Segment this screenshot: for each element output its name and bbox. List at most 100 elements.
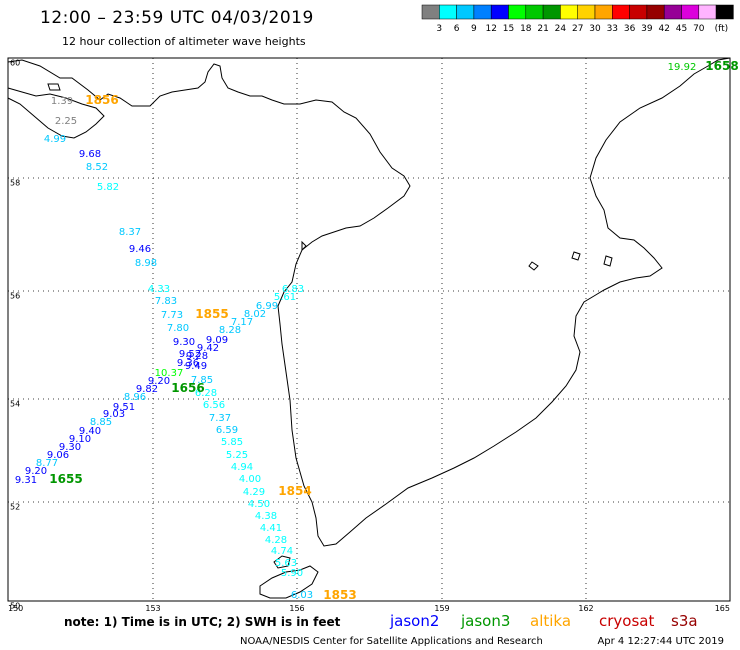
legend-label: 21 xyxy=(537,24,548,34)
longitude-label: 156 xyxy=(289,604,304,613)
satellite-s3a: s3a xyxy=(671,612,698,630)
wave-height-value: 9.30 xyxy=(173,337,195,348)
wave-height-value: 5.82 xyxy=(97,182,119,193)
longitude-label: 153 xyxy=(145,604,160,613)
wave-height-value: 7.73 xyxy=(161,310,183,321)
wave-height-value: 6.28 xyxy=(195,388,217,399)
pass-time-label: 1656 xyxy=(171,381,204,395)
footer-timestamp: Apr 4 12:27:44 UTC 2019 xyxy=(597,636,724,647)
latitude-label: 50 xyxy=(10,602,20,611)
kamchatka-coast xyxy=(7,57,731,547)
wave-height-value: 4.33 xyxy=(148,284,170,295)
footer-credit: NOAA/NESDIS Center for Satellite Applica… xyxy=(240,636,543,647)
small-island xyxy=(301,240,307,252)
satellite-cryosat: cryosat xyxy=(599,612,654,630)
legend-label: 39 xyxy=(641,24,653,34)
wave-height-value: 1.39 xyxy=(51,96,73,107)
page-subtitle: 12 hour collection of altimeter wave hei… xyxy=(62,35,306,48)
coastline xyxy=(7,57,731,599)
wave-height-value: 6.56 xyxy=(203,400,225,411)
small-island xyxy=(273,555,291,569)
latitude-label: 52 xyxy=(10,503,20,512)
longitude-label: 150 xyxy=(8,604,23,613)
wave-height-value: 5.85 xyxy=(221,437,243,448)
legend-swatch xyxy=(542,4,561,20)
latitude-label: 58 xyxy=(10,179,20,188)
wave-height-value: 7.83 xyxy=(155,296,177,307)
wave-height-value: 6.59 xyxy=(216,425,238,436)
wave-height-value: 5.61 xyxy=(274,292,296,303)
wave-height-value: 8.77 xyxy=(36,458,58,469)
legend-label: 27 xyxy=(572,24,583,34)
wave-height-value: 4.74 xyxy=(271,546,293,557)
wave-height-value: 9.20 xyxy=(25,466,47,477)
wave-height-value: 6.99 xyxy=(256,301,278,312)
footer-note: note: 1) Time is in UTC; 2) SWH is in fe… xyxy=(64,615,341,629)
page-title: 12:00 – 23:59 UTC 04/03/2019 xyxy=(40,8,314,28)
wave-height-value: 4.29 xyxy=(243,487,265,498)
wave-height-value: 9.36 xyxy=(177,358,199,369)
legend-swatch xyxy=(594,4,613,20)
wave-height-value: 9.31 xyxy=(15,475,37,486)
legend-label: 3 xyxy=(436,24,442,34)
wave-height-value: 9.52 xyxy=(179,349,201,360)
wave-height-value: 9.82 xyxy=(136,384,158,395)
wave-height-value: 7.85 xyxy=(191,375,213,386)
legend-swatch xyxy=(421,4,440,20)
pass-time-label: 1853 xyxy=(323,588,356,602)
legend-swatch xyxy=(698,4,717,20)
small-island xyxy=(603,255,613,267)
wave-height-value: 7.17 xyxy=(231,317,253,328)
longitude-label: 159 xyxy=(434,604,449,613)
legend-swatch xyxy=(473,4,492,20)
legend-swatch xyxy=(577,4,596,20)
wave-height-value: 9.06 xyxy=(47,450,69,461)
legend-swatch xyxy=(525,4,544,20)
legend-label: 6 xyxy=(454,24,460,34)
wave-height-value: 7.80 xyxy=(167,323,189,334)
longitude-label: 162 xyxy=(578,604,593,613)
legend-label: 12 xyxy=(485,24,496,34)
wave-height-value: 8.02 xyxy=(244,309,266,320)
longitude-label: 165 xyxy=(715,604,730,613)
legend-swatch xyxy=(646,4,665,20)
legend-swatch xyxy=(629,4,648,20)
pass-time-label: 1655 xyxy=(49,472,82,486)
legend-label: 36 xyxy=(624,24,636,34)
wave-height-value: 9.28 xyxy=(186,351,208,362)
wave-height-value: 8.96 xyxy=(124,392,146,403)
pass-time-label: 1854 xyxy=(278,484,311,498)
wave-height-value: 9.03 xyxy=(103,409,125,420)
legend-label: 30 xyxy=(589,24,601,34)
wave-height-value: 8.37 xyxy=(119,227,141,238)
wave-height-value: 7.37 xyxy=(209,413,231,424)
legend-swatch xyxy=(663,4,682,20)
wave-height-value: 10.37 xyxy=(155,368,184,379)
pass-time-label: 1855 xyxy=(195,307,228,321)
legend-label: 42 xyxy=(658,24,669,34)
wave-height-value: 9.09 xyxy=(206,335,228,346)
wave-height-value: 8.52 xyxy=(86,162,108,173)
legend-swatch xyxy=(490,4,509,20)
legend-unit: (ft) xyxy=(715,24,729,34)
pass-time-label: 1856 xyxy=(85,93,118,107)
legend-label: 9 xyxy=(471,24,477,34)
wave-height-value: 2.25 xyxy=(55,116,77,127)
legend-swatch xyxy=(681,4,700,20)
satellite-altika: altika xyxy=(530,612,571,630)
wave-height-value: 6.83 xyxy=(282,284,304,295)
wave-height-value: 9.51 xyxy=(113,402,135,413)
wave-height-value: 5.63 xyxy=(275,558,297,569)
wave-height-value: 4.38 xyxy=(255,511,277,522)
wave-height-value: 5.25 xyxy=(226,450,248,461)
wave-height-value: 19.92 xyxy=(668,62,697,73)
legend-swatch xyxy=(508,4,527,20)
legend-swatch xyxy=(715,4,734,20)
wave-height-value: 4.28 xyxy=(265,535,287,546)
wave-height-value: 4.00 xyxy=(239,474,261,485)
wave-height-value: 9.46 xyxy=(129,244,151,255)
satellite-jason3: jason3 xyxy=(460,612,510,630)
kuril-island xyxy=(259,565,319,599)
